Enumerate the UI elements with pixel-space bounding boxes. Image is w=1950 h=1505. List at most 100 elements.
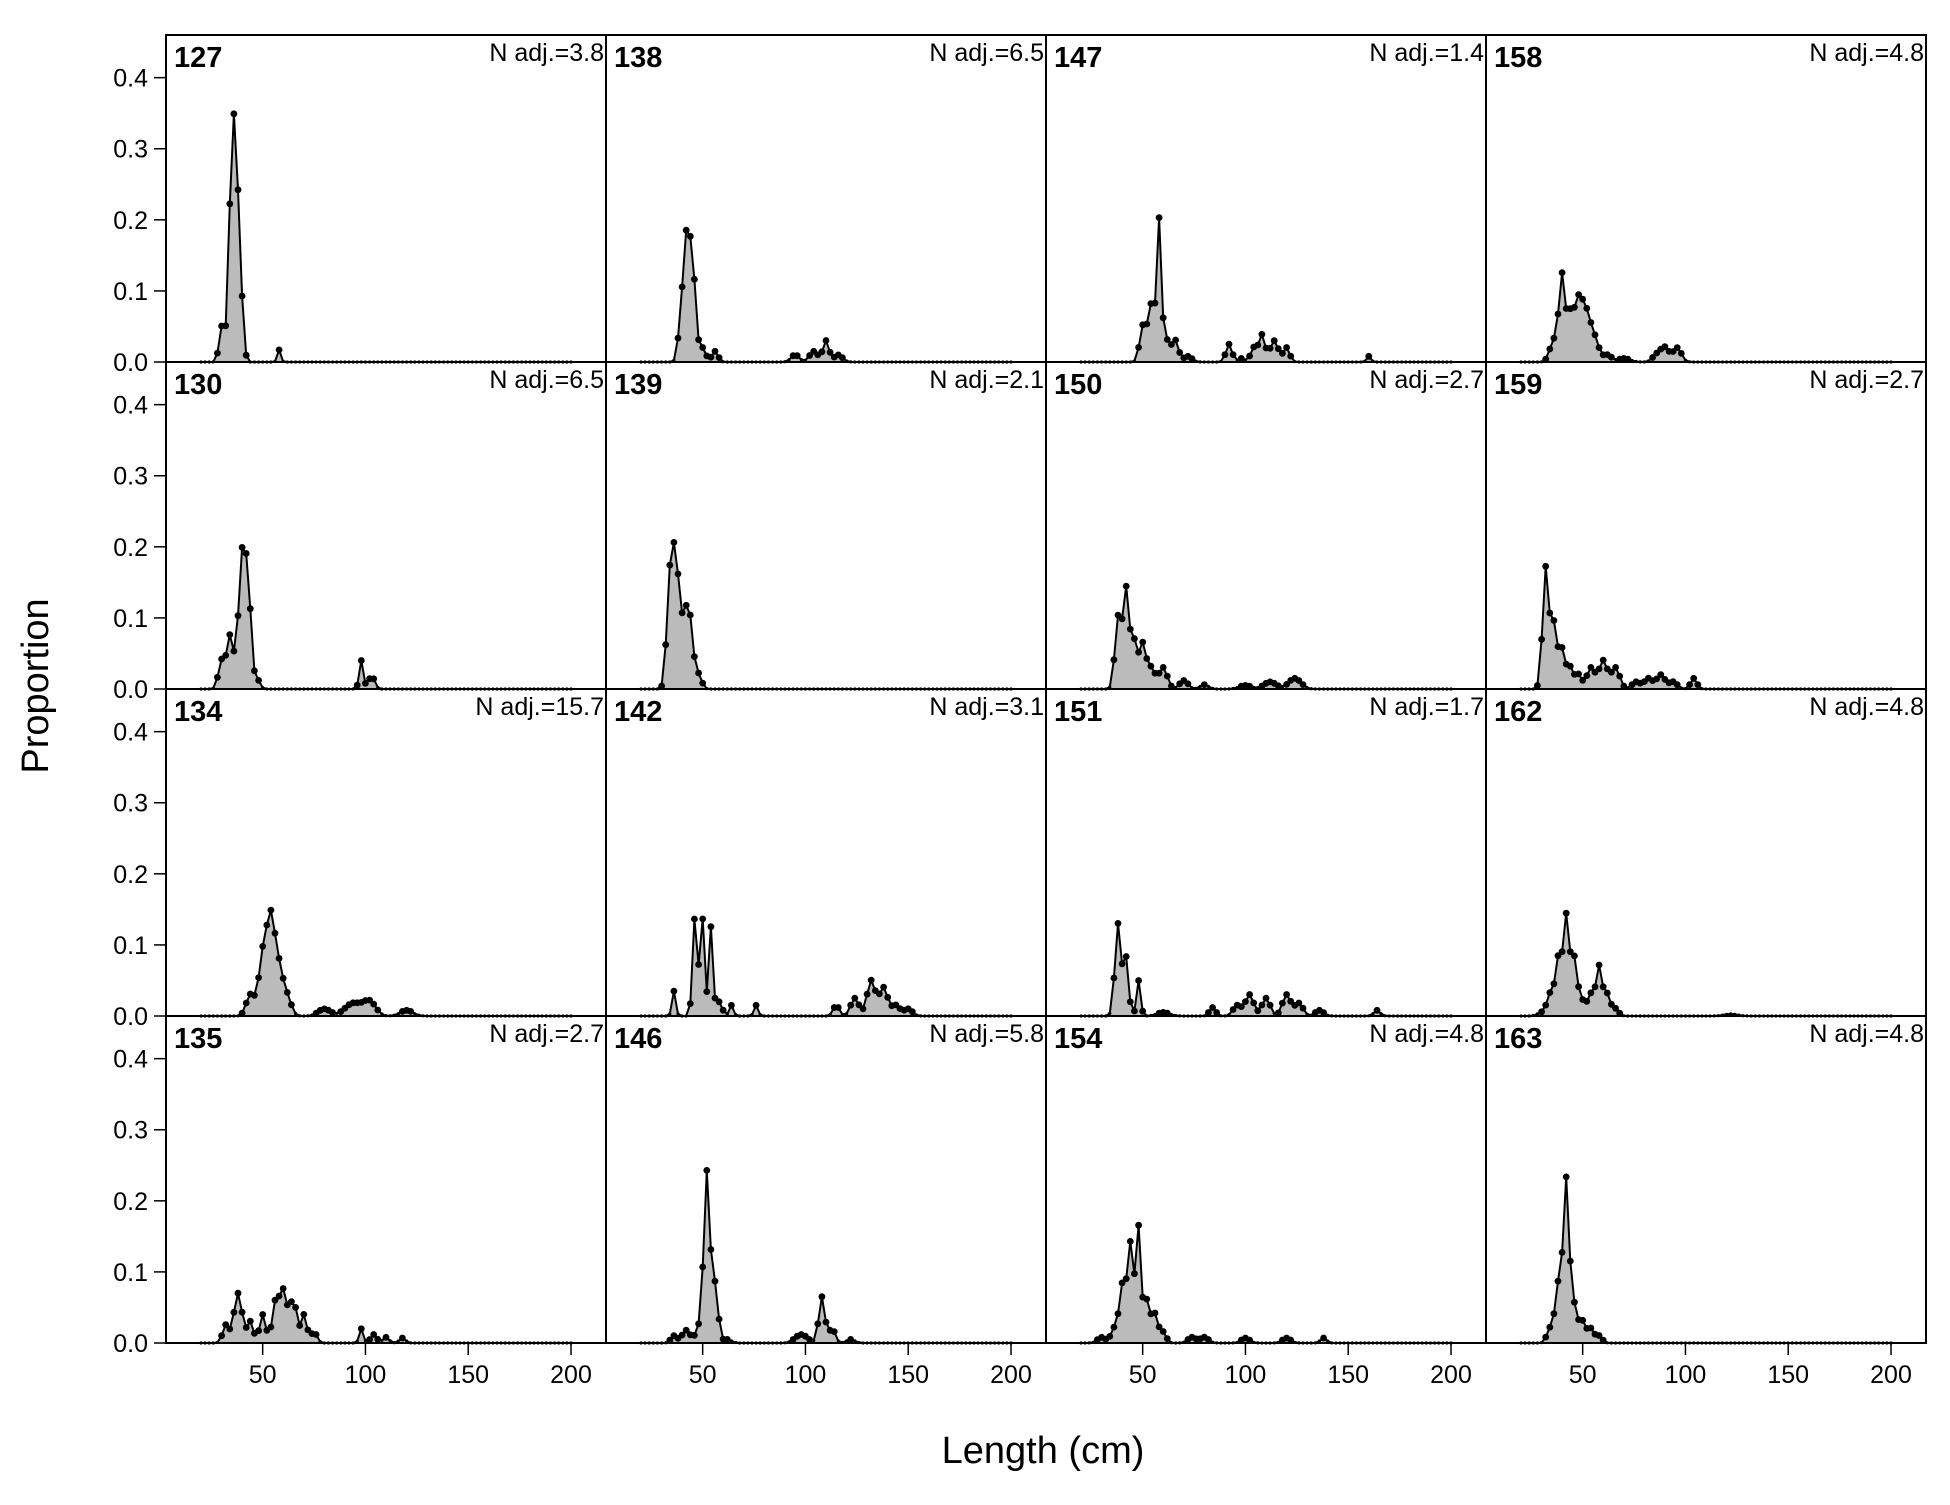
data-point bbox=[300, 1311, 308, 1318]
data-point bbox=[719, 1006, 727, 1014]
data-point bbox=[1139, 638, 1147, 646]
data-point bbox=[1612, 664, 1619, 671]
data-point bbox=[812, 1338, 816, 1343]
data-point bbox=[1131, 1007, 1138, 1015]
data-point bbox=[799, 358, 803, 362]
data-point bbox=[814, 1320, 822, 1328]
data-point bbox=[1649, 354, 1656, 361]
panel-162: 162 N adj.=4.8 bbox=[1494, 693, 1924, 1018]
data-point bbox=[1554, 310, 1562, 318]
data-point bbox=[380, 1338, 384, 1342]
data-point bbox=[1168, 682, 1175, 690]
data-point bbox=[880, 983, 887, 991]
data-point bbox=[242, 999, 250, 1007]
data-point bbox=[335, 1011, 339, 1015]
data-point bbox=[1603, 989, 1611, 997]
data-point bbox=[1591, 983, 1599, 991]
data-point bbox=[836, 1339, 840, 1343]
data-point bbox=[1558, 269, 1566, 276]
data-point bbox=[251, 667, 258, 675]
data-point bbox=[1110, 1323, 1118, 1331]
data-point bbox=[1135, 977, 1142, 984]
data-point bbox=[259, 1311, 267, 1318]
panels-layer: 127 N adj.=3.8 130 N adj.=6.5 134 N adj.=15.7… bbox=[174, 39, 1924, 1345]
x-tick-label: 100 bbox=[1225, 1361, 1267, 1389]
data-point bbox=[275, 346, 283, 354]
data-point bbox=[1147, 662, 1155, 670]
data-point bbox=[222, 322, 230, 330]
data-point bbox=[1583, 672, 1591, 679]
series-line-159 bbox=[1521, 566, 1891, 690]
data-point bbox=[1254, 341, 1262, 349]
data-point bbox=[271, 1296, 279, 1304]
data-point bbox=[1258, 330, 1266, 338]
panel-label-163: 163 bbox=[1494, 1023, 1542, 1055]
data-point bbox=[695, 961, 702, 968]
data-point bbox=[1122, 953, 1130, 960]
x-tick-label: 200 bbox=[990, 1361, 1032, 1389]
data-point bbox=[1108, 685, 1112, 689]
data-point bbox=[230, 1308, 238, 1316]
area-fill-147 bbox=[1081, 217, 1451, 362]
data-point bbox=[1274, 1009, 1282, 1017]
panel-142: 142 N adj.=3.1 bbox=[614, 693, 1044, 1018]
data-point bbox=[1575, 983, 1582, 991]
data-point bbox=[703, 988, 711, 995]
data-point bbox=[1246, 682, 1253, 690]
data-point bbox=[1566, 948, 1574, 956]
x-tick-label: 100 bbox=[1665, 1361, 1707, 1389]
data-point bbox=[357, 657, 365, 664]
data-point bbox=[226, 1325, 234, 1333]
x-tick-label: 50 bbox=[689, 1361, 717, 1389]
panel-146: 146 N adj.=5.8 bbox=[614, 1020, 1044, 1345]
data-point bbox=[255, 974, 262, 981]
data-point bbox=[1599, 983, 1607, 991]
data-point bbox=[366, 1336, 373, 1343]
data-point bbox=[222, 652, 230, 659]
data-point bbox=[670, 987, 678, 995]
data-point bbox=[674, 334, 682, 342]
data-point bbox=[242, 550, 250, 557]
x-tick-label: 150 bbox=[1327, 1361, 1369, 1389]
data-point bbox=[226, 200, 234, 208]
data-point bbox=[1599, 1336, 1607, 1344]
data-point bbox=[1595, 665, 1603, 673]
data-point bbox=[407, 1008, 415, 1015]
data-point bbox=[1155, 669, 1163, 677]
data-point bbox=[853, 1339, 857, 1343]
data-point bbox=[1172, 336, 1179, 344]
data-point bbox=[847, 1001, 855, 1009]
data-point bbox=[1320, 1009, 1327, 1016]
data-point bbox=[271, 929, 279, 937]
data-point bbox=[1200, 681, 1208, 689]
data-point bbox=[1571, 1298, 1578, 1306]
data-point bbox=[1246, 991, 1253, 998]
data-point bbox=[370, 1000, 378, 1008]
data-point bbox=[1151, 299, 1159, 307]
x-axis-title: Length (cm) bbox=[942, 1430, 1145, 1472]
x-tick-label: 200 bbox=[550, 1361, 592, 1389]
data-point bbox=[1542, 355, 1550, 363]
data-point bbox=[234, 612, 242, 620]
data-point bbox=[1114, 1310, 1122, 1318]
data-point bbox=[695, 669, 702, 677]
data-point bbox=[847, 1336, 855, 1343]
panel-label-135: 135 bbox=[174, 1023, 222, 1055]
data-point bbox=[413, 1012, 417, 1016]
data-point bbox=[1254, 1007, 1262, 1015]
data-point bbox=[234, 1289, 242, 1297]
data-point bbox=[1595, 344, 1603, 351]
data-point bbox=[686, 1000, 694, 1007]
data-point bbox=[695, 336, 702, 344]
data-point bbox=[1225, 340, 1233, 348]
data-point bbox=[1550, 980, 1558, 988]
data-point bbox=[370, 675, 378, 683]
data-point bbox=[1620, 682, 1628, 690]
data-point bbox=[396, 1012, 400, 1016]
data-point bbox=[1673, 681, 1681, 689]
nadj-label-127: N adj.=3.8 bbox=[489, 39, 604, 67]
data-point bbox=[678, 283, 686, 291]
panel-label-130: 130 bbox=[174, 369, 222, 401]
x-tick-label: 150 bbox=[1767, 1361, 1809, 1389]
